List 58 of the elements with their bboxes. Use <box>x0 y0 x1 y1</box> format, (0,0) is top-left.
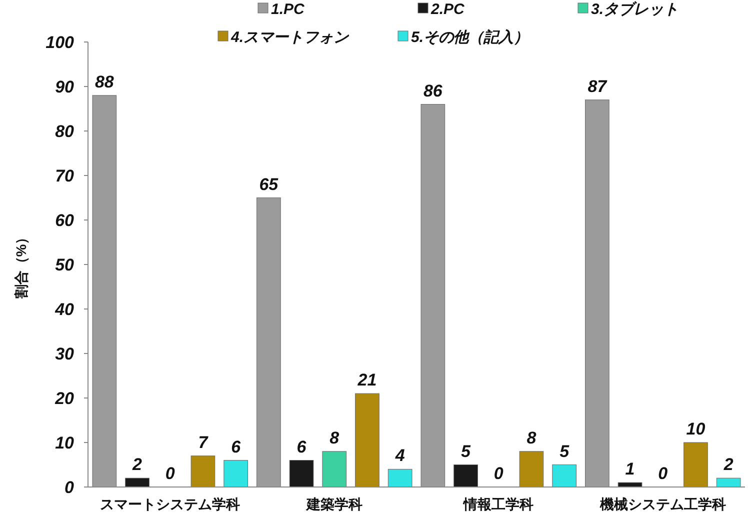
data-label: 4 <box>394 446 406 466</box>
bar <box>256 198 281 488</box>
data-label: 0 <box>658 464 668 483</box>
bar <box>454 464 478 488</box>
bar <box>618 482 642 488</box>
bar <box>322 451 347 488</box>
bar <box>552 464 576 488</box>
x-tick-label: 建築学科 <box>305 496 362 512</box>
data-label: 0 <box>165 464 176 483</box>
bar <box>190 456 216 488</box>
y-axis-title: 割合（%） <box>13 230 29 300</box>
y-tick-label: 0 <box>64 478 75 497</box>
x-tick-label: 情報工学科 <box>462 496 534 512</box>
data-label: 7 <box>198 432 210 452</box>
bar <box>716 478 741 488</box>
bar <box>585 100 610 488</box>
data-label: 2 <box>722 455 734 474</box>
y-tick-label: 50 <box>55 256 75 274</box>
bar <box>420 104 446 488</box>
data-label: 2 <box>132 455 143 474</box>
legend-label: 5.その他（記入） <box>411 29 529 46</box>
data-label: 6 <box>231 437 242 456</box>
legend-label: 4.スマートフォン <box>230 29 350 46</box>
y-tick-label: 20 <box>54 389 75 408</box>
legend-label: 3.タブレット <box>591 1 679 18</box>
y-tick-label: 90 <box>55 78 75 96</box>
legend-label: 2.PC <box>430 1 466 18</box>
bar <box>92 95 117 488</box>
x-tick-label: 機械システム工学科 <box>598 496 726 512</box>
data-label: 5 <box>461 442 472 461</box>
x-tick-label: スマートシステム学科 <box>100 496 240 512</box>
legend-label: 1.PC <box>271 1 306 18</box>
bar <box>388 468 412 488</box>
bar <box>519 451 544 488</box>
y-tick-label: 60 <box>55 211 75 230</box>
data-label: 21 <box>356 370 377 390</box>
data-label: 10 <box>686 420 706 438</box>
data-label: 86 <box>423 81 443 100</box>
y-tick-label: 10 <box>55 434 75 452</box>
data-label: 5 <box>560 442 570 461</box>
data-label: 88 <box>94 72 114 92</box>
bar <box>684 442 708 488</box>
data-label: 65 <box>259 174 279 194</box>
data-label: 1 <box>625 460 635 479</box>
data-label: 87 <box>588 76 608 96</box>
bar <box>289 460 314 488</box>
bar <box>125 478 150 488</box>
data-label: 8 <box>526 428 537 448</box>
y-tick-label: 100 <box>46 33 75 52</box>
data-label: 6 <box>296 437 307 456</box>
y-tick-label: 40 <box>54 300 75 319</box>
data-label: 0 <box>494 464 504 483</box>
y-tick-label: 70 <box>55 166 75 186</box>
bar <box>355 393 380 488</box>
bar <box>224 460 248 488</box>
data-label: 8 <box>330 428 340 448</box>
y-tick-label: 30 <box>55 344 75 364</box>
y-tick-label: 80 <box>55 122 75 141</box>
